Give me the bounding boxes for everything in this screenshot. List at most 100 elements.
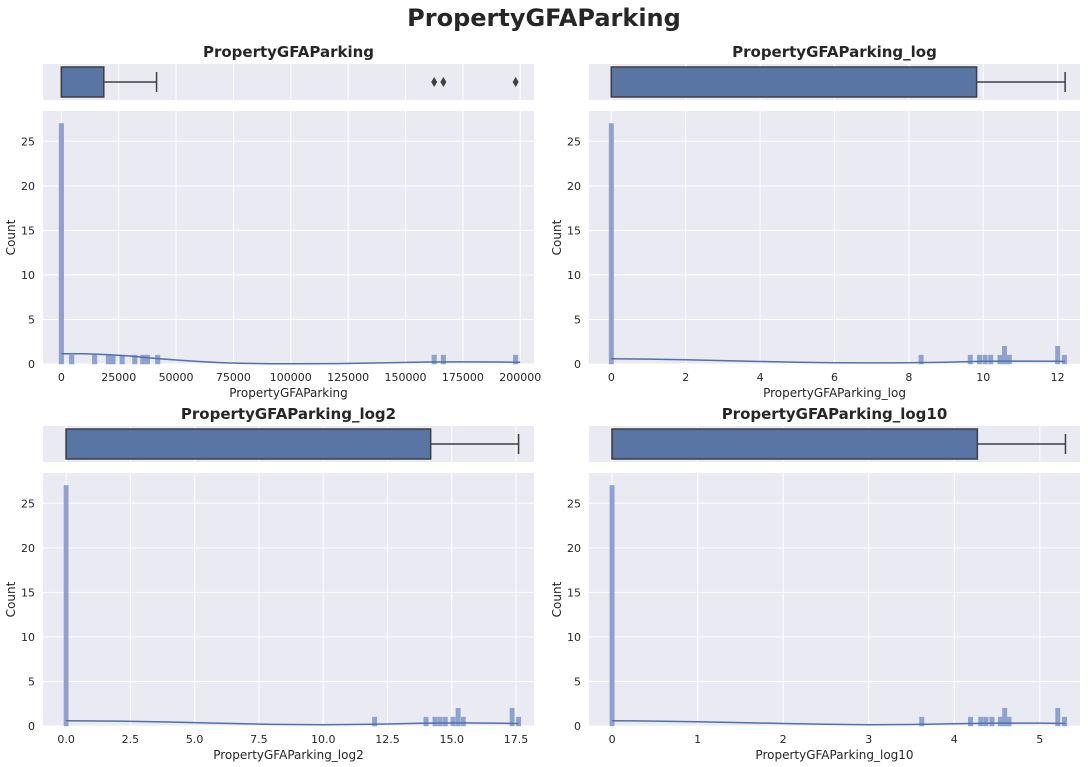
histogram-bar [437,716,443,727]
histogram-bar [460,716,466,727]
subplot-title: PropertyGFAParking_log [732,43,937,61]
histogram-bar [92,354,98,365]
boxplot-outlier [440,77,447,87]
subplot-4: PropertyGFAParking_log10 0 1 2 3 4 5 0 5 10 15 20 25… [550,405,1080,762]
x-tick-label: 175000 [442,371,484,384]
x-tick-label: 4 [951,733,958,746]
histogram-bar [63,485,69,727]
histogram-bar [919,716,925,727]
x-tick-label: 200000 [499,371,541,384]
x-axis-label: PropertyGFAParking_log [763,386,906,400]
histogram-bar [988,354,994,365]
subplot-3: PropertyGFAParking_log2 0.0 2.5 5.0 7.5 10.0 1… [4,405,534,762]
histogram-bar [69,354,75,365]
y-tick-label: 15 [567,586,581,599]
histogram-bar [155,354,161,365]
y-tick-label: 20 [21,542,35,555]
x-tick-label: 2.5 [122,733,140,746]
x-axis-label: PropertyGFAParking [229,386,348,400]
x-tick-label: 1 [694,733,701,746]
x-tick-label: 100000 [270,371,312,384]
histogram-bar [450,716,456,727]
y-axis-label: Count [550,219,564,255]
y-tick-label: 5 [574,675,581,688]
histogram-bar [967,354,973,365]
x-axis-label: PropertyGFAParking_log2 [213,748,364,762]
histogram-bar [432,716,438,727]
x-tick-label: 50000 [159,371,194,384]
x-tick-label: 15.0 [439,733,464,746]
histogram-bar [455,707,461,727]
subplot-title: PropertyGFAParking_log2 [181,405,396,423]
x-axis-label: PropertyGFAParking_log10 [755,748,913,762]
y-tick-label: 0 [574,358,581,371]
y-tick-label: 25 [567,497,581,510]
x-tick-label: 0 [608,371,615,384]
y-axis-label: Count [4,581,18,617]
histogram-bar [1006,354,1012,365]
histogram-bar [989,716,995,727]
kde-line [612,719,1066,726]
histogram-background [589,473,1080,726]
histogram-bar [1002,345,1007,365]
histogram-bar [918,354,924,365]
histogram-bar [1055,345,1061,365]
histogram-bar [132,354,138,365]
y-tick-label: 25 [21,135,35,148]
kde-line [61,353,521,365]
y-tick-label: 20 [567,180,581,193]
y-tick-label: 0 [574,720,581,733]
x-tick-label: 3 [865,733,872,746]
figure-title: PropertyGFAParking [407,4,681,32]
histogram-bar [997,716,1003,727]
x-tick-label: 6 [831,371,838,384]
boxplot-outlier [512,77,519,87]
y-tick-label: 5 [28,675,35,688]
histogram-bar [442,716,448,727]
subplot-title: PropertyGFAParking_log10 [722,405,948,423]
y-tick-label: 20 [21,180,35,193]
histogram-bar [105,354,111,365]
histogram-bar [516,716,522,727]
kde-line [611,357,1066,364]
boxplot-box [610,66,978,98]
x-tick-label: 2 [780,733,787,746]
x-tick-label: 75000 [216,371,251,384]
subplot-1: PropertyGFAParking 0 25000 50000 75000 100000… [4,43,541,400]
x-tick-label: 2 [682,371,689,384]
x-tick-label: 7.5 [250,733,268,746]
histogram-bar [1006,716,1012,727]
histogram-bar [423,716,429,727]
x-tick-label: 25000 [101,371,136,384]
y-tick-label: 15 [21,586,35,599]
x-tick-label: 0 [58,371,65,384]
x-tick-label: 5 [1036,733,1043,746]
histogram-bar [110,354,116,365]
histogram-bar [513,354,519,365]
y-tick-label: 15 [21,224,35,237]
y-axis-label: Count [550,581,564,617]
y-tick-label: 10 [21,269,35,282]
histogram-bar [609,485,615,727]
x-tick-label: 0 [609,733,616,746]
x-tick-label: 12 [1051,371,1065,384]
y-tick-label: 25 [567,135,581,148]
boxplot-box [611,428,979,460]
y-tick-label: 0 [28,720,35,733]
histogram-bar [440,354,446,365]
y-tick-label: 0 [28,358,35,371]
x-tick-label: 10 [976,371,990,384]
x-tick-label: 10.0 [311,733,336,746]
histogram-bar [119,354,125,365]
histogram-bar [977,354,983,365]
x-tick-label: 17.5 [504,733,529,746]
histogram-bar [978,716,984,727]
histogram-bar [1055,707,1061,727]
histogram-bar [997,354,1003,365]
histogram-bar [1061,354,1067,365]
y-tick-label: 15 [567,224,581,237]
x-tick-label: 125000 [327,371,369,384]
x-tick-label: 12.5 [375,733,400,746]
y-tick-label: 25 [21,497,35,510]
